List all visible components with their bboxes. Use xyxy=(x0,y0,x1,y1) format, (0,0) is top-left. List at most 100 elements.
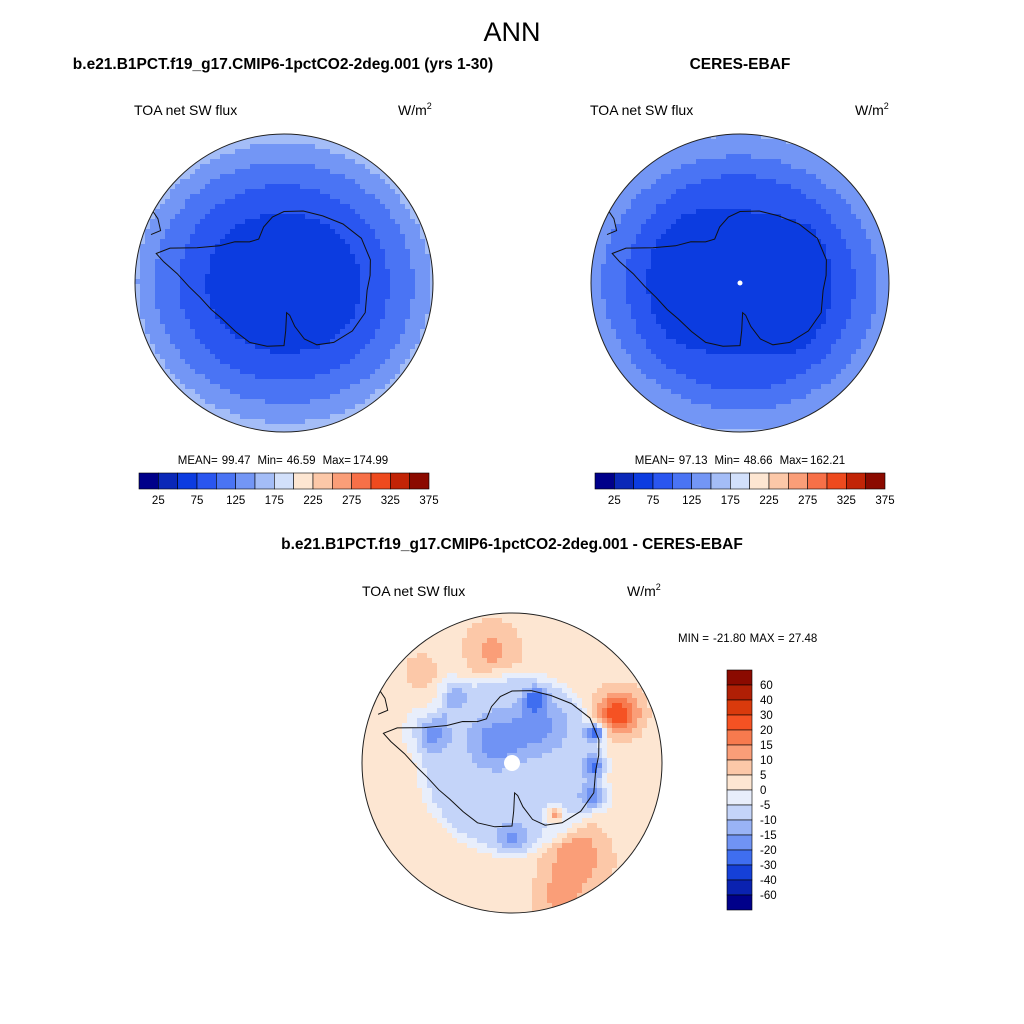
map-cell xyxy=(290,139,296,145)
map-cell xyxy=(701,289,707,295)
map-cell xyxy=(631,279,637,285)
map-cell xyxy=(290,164,296,170)
map-cell xyxy=(360,364,366,370)
map-cell xyxy=(145,334,151,340)
map-cell xyxy=(145,289,151,295)
map-cell xyxy=(606,294,612,300)
map-cell xyxy=(851,214,857,220)
map-cell xyxy=(245,269,251,275)
map-cell xyxy=(871,264,877,270)
map-cell xyxy=(295,259,301,265)
map-cell xyxy=(861,264,867,270)
map-cell xyxy=(270,299,276,305)
map-cell xyxy=(290,304,296,310)
map-cell xyxy=(250,189,256,195)
map-cell xyxy=(420,289,426,295)
map-cell xyxy=(135,279,141,285)
map-cell xyxy=(190,284,196,290)
map-cell xyxy=(290,379,296,385)
map-cell xyxy=(225,189,231,195)
map-cell xyxy=(255,344,261,350)
map-cell xyxy=(165,189,171,195)
map-cell xyxy=(250,159,256,165)
map-cell xyxy=(671,209,677,215)
map-cell xyxy=(726,299,732,305)
map-cell xyxy=(220,254,226,260)
map-cell xyxy=(280,299,286,305)
map-cell xyxy=(220,174,226,180)
map-cell xyxy=(846,194,852,200)
map-cell xyxy=(756,299,762,305)
map-cell xyxy=(330,189,336,195)
map-cell xyxy=(345,279,351,285)
map-cell xyxy=(365,294,371,300)
map-cell xyxy=(415,274,421,280)
map-cell xyxy=(721,324,727,330)
map-cell xyxy=(260,299,266,305)
map-cell xyxy=(245,289,251,295)
map-cell xyxy=(390,344,396,350)
map-cell xyxy=(320,249,326,255)
map-cell xyxy=(280,349,286,355)
map-cell xyxy=(766,159,772,165)
map-cell xyxy=(410,314,416,320)
map-cell xyxy=(751,224,757,230)
map-cell xyxy=(295,169,301,175)
map-cell xyxy=(766,239,772,245)
map-cell xyxy=(751,219,757,225)
map-cell xyxy=(771,219,777,225)
map-cell xyxy=(165,269,171,275)
map-cell xyxy=(636,294,642,300)
map-cell xyxy=(671,219,677,225)
map-cell xyxy=(240,204,246,210)
map-cell xyxy=(160,319,166,325)
map-cell xyxy=(315,229,321,235)
map-cell xyxy=(330,299,336,305)
map-cell xyxy=(786,279,792,285)
map-cell xyxy=(836,309,842,315)
map-cell xyxy=(736,244,742,250)
map-cell xyxy=(385,219,391,225)
map-cell xyxy=(661,284,667,290)
map-cell xyxy=(656,309,662,315)
map-cell xyxy=(355,209,361,215)
map-cell xyxy=(320,189,326,195)
map-cell xyxy=(831,254,837,260)
map-cell xyxy=(270,354,276,360)
map-cell xyxy=(410,229,416,235)
map-cell xyxy=(781,239,787,245)
map-cell xyxy=(826,169,832,175)
map-cell xyxy=(320,299,326,305)
map-cell xyxy=(285,244,291,250)
map-cell xyxy=(365,389,371,395)
map-cell xyxy=(706,264,712,270)
map-cell xyxy=(345,204,351,210)
map-cell xyxy=(601,254,607,260)
panel-obs: CERES-EBAF TOA net SW flux W/m2 MEAN= 97.… xyxy=(590,56,895,507)
map-cell xyxy=(155,349,161,355)
map-cell xyxy=(185,324,191,330)
map-cell xyxy=(255,264,261,270)
map-cell xyxy=(230,229,236,235)
map-cell xyxy=(185,169,191,175)
map-cell xyxy=(400,219,406,225)
map-cell xyxy=(220,234,226,240)
map-cell xyxy=(385,254,391,260)
map-cell xyxy=(616,224,622,230)
map-cell xyxy=(185,224,191,230)
map-cell xyxy=(290,419,296,425)
map-cell xyxy=(345,239,351,245)
map-cell xyxy=(681,239,687,245)
map-cell xyxy=(806,179,812,185)
map-cell xyxy=(375,254,381,260)
map-cell xyxy=(155,254,161,260)
map-cell xyxy=(270,429,276,432)
map-cell xyxy=(806,324,812,330)
map-cell xyxy=(721,309,727,315)
map-cell xyxy=(305,219,311,225)
map-cell xyxy=(145,284,151,290)
map-cell xyxy=(180,254,186,260)
map-cell xyxy=(235,379,241,385)
map-cell xyxy=(646,199,652,205)
map-cell xyxy=(726,234,732,240)
